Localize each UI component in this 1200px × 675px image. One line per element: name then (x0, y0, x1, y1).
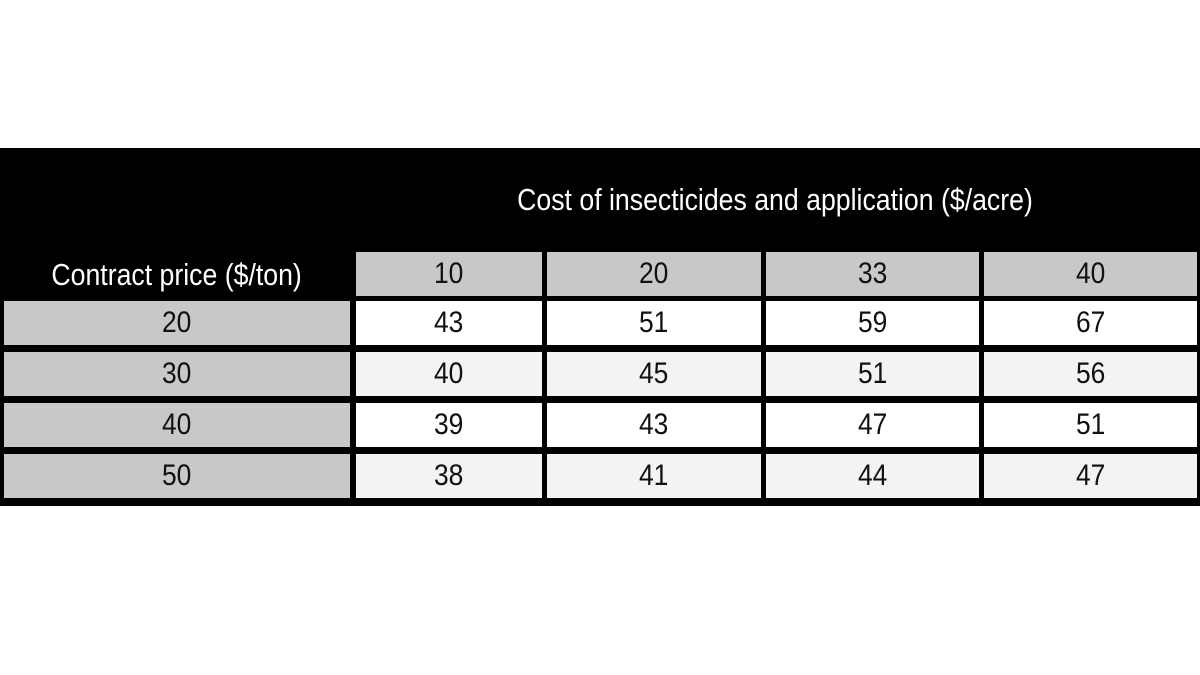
column-header-text: 33 (857, 257, 888, 290)
row-header: 40 (4, 403, 350, 447)
table-cell: 41 (547, 454, 761, 498)
row-header: 20 (4, 301, 350, 345)
table-cell: 51 (766, 352, 979, 396)
table-cell-text: 43 (434, 306, 464, 339)
table-cell: 45 (547, 352, 761, 396)
table-cell-text: 47 (857, 408, 888, 441)
table-cell: 47 (766, 403, 979, 447)
table-cell-text: 39 (434, 408, 464, 441)
row-header-text: 40 (162, 408, 192, 441)
column-header-text: 40 (1075, 257, 1106, 290)
column-header: 33 (766, 252, 979, 296)
row-header: 50 (4, 454, 350, 498)
row-axis-title-text: Contract price ($/ton) (51, 256, 303, 292)
column-axis-title: Cost of insecticides and application ($/… (517, 181, 1033, 217)
table-cell-text: 45 (639, 357, 669, 390)
table-cell-text: 51 (639, 306, 669, 339)
table-cell-text: 51 (1075, 408, 1106, 441)
row-header-text: 30 (162, 357, 192, 390)
table-cell: 56 (984, 352, 1197, 396)
table-cell-text: 67 (1075, 306, 1106, 339)
row-header-text: 20 (162, 306, 192, 339)
table-cell: 51 (547, 301, 761, 345)
table-cell: 43 (356, 301, 542, 345)
table-cell-text: 51 (857, 357, 888, 390)
table-cell: 39 (356, 403, 542, 447)
table-cell-text: 56 (1075, 357, 1106, 390)
table-cell: 44 (766, 454, 979, 498)
table-cell-text: 43 (639, 408, 669, 441)
table-cell: 51 (984, 403, 1197, 447)
row-header-text: 50 (162, 459, 192, 492)
table-cell: 67 (984, 301, 1197, 345)
column-header: 10 (356, 252, 542, 296)
table-cell-text: 44 (857, 459, 888, 492)
table-cell-text: 47 (1075, 459, 1106, 492)
table-cell-text: 40 (434, 357, 464, 390)
table-cell: 43 (547, 403, 761, 447)
table-cell: 59 (766, 301, 979, 345)
column-header: 40 (984, 252, 1197, 296)
table-cell: 40 (356, 352, 542, 396)
table-cell: 47 (984, 454, 1197, 498)
column-header: 20 (547, 252, 761, 296)
row-axis-title: Contract price ($/ton) (4, 250, 350, 298)
table-cell-text: 38 (434, 459, 464, 492)
table-cell: 38 (356, 454, 542, 498)
data-table: Cost of insecticides and application ($/… (0, 148, 1200, 506)
row-header: 30 (4, 352, 350, 396)
column-header-text: 10 (434, 257, 464, 290)
table-cell-text: 59 (857, 306, 888, 339)
table-cell-text: 41 (639, 459, 669, 492)
column-header-text: 20 (639, 257, 669, 290)
